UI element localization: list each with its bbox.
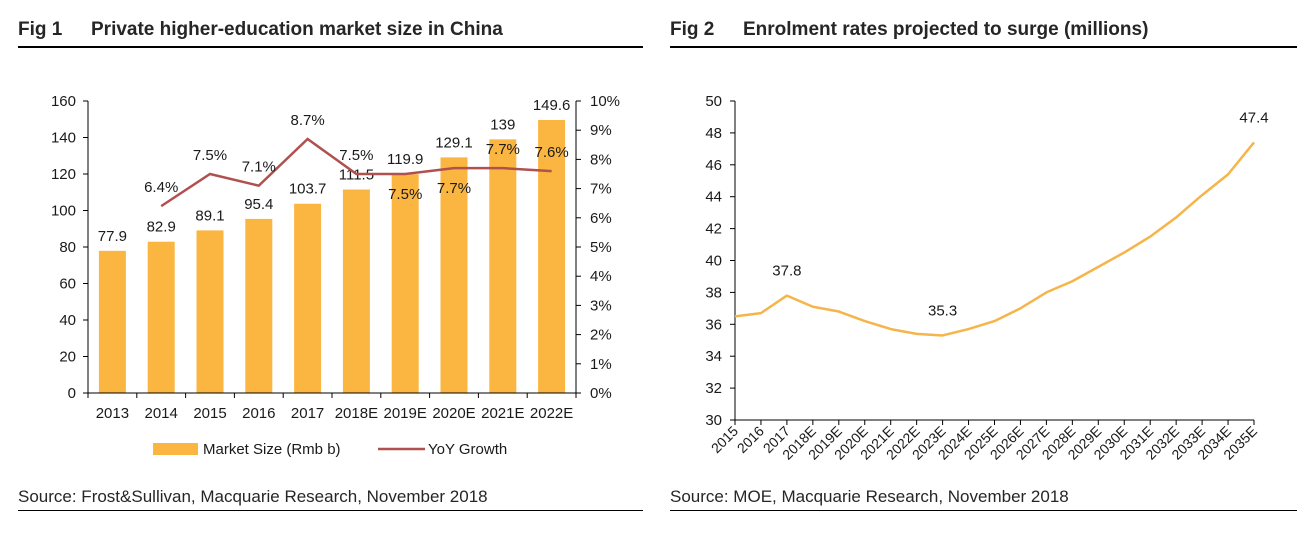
growth-data-label: 7.6% [534, 144, 568, 161]
right-tick-label: 0% [590, 385, 612, 402]
right-tick-label: 1% [590, 356, 612, 373]
right-tick-label: 10% [590, 93, 620, 110]
growth-data-label: 7.5% [388, 186, 422, 203]
legend-swatch-market-size [153, 443, 198, 455]
growth-data-label: 6.4% [144, 179, 178, 196]
x-tick-label: 2017 [291, 405, 324, 422]
bar-2014 [147, 241, 175, 393]
right-tick-label: 8% [590, 151, 612, 168]
left-tick-label: 120 [51, 166, 76, 183]
bar-data-label: 89.1 [195, 207, 224, 224]
yoy-growth-line [160, 137, 552, 208]
bar-data-label: 103.7 [289, 181, 327, 198]
bar-2021E [489, 139, 517, 393]
x-tick-label: 2022E [530, 405, 573, 422]
y-tick-label: 40 [705, 253, 722, 270]
x-tick-label: 2019E [384, 405, 427, 422]
enrolment-data-label: 47.4 [1239, 109, 1268, 126]
growth-data-label: 7.5% [193, 147, 227, 164]
x-tick-label: 2021E [481, 405, 524, 422]
y-tick-label: 38 [705, 284, 722, 301]
growth-data-label: 7.1% [242, 159, 276, 176]
y-tick-label: 46 [705, 157, 722, 174]
bar-data-label: 95.4 [244, 196, 273, 213]
fig2-source: Source: MOE, Macquarie Research, Novembe… [670, 487, 1069, 506]
left-tick-label: 160 [51, 93, 76, 110]
x-tick-label: 2016 [734, 423, 767, 456]
x-tick-label: 2015 [193, 405, 226, 422]
left-tick-label: 40 [59, 312, 76, 329]
right-tick-label: 7% [590, 181, 612, 198]
bar-data-label: 77.9 [98, 228, 127, 245]
y-tick-label: 44 [705, 189, 722, 206]
left-tick-label: 140 [51, 130, 76, 147]
bar-2017 [294, 203, 322, 393]
fig2-chart: 30323436384042444648502015201620172018E2… [705, 93, 1268, 463]
right-tick-label: 3% [590, 297, 612, 314]
fig2-title: Fig 2 Enrolment rates projected to surge … [670, 19, 1148, 41]
bar-data-label: 139 [490, 116, 515, 133]
bar-2013 [98, 250, 126, 393]
fig1-panel: Fig 1 Private higher-education market siz… [18, 19, 643, 511]
enrolment-data-label: 37.8 [772, 263, 801, 280]
bar-data-label: 119.9 [387, 151, 423, 168]
legend-label-yoy-growth: YoY Growth [428, 441, 507, 458]
right-tick-label: 9% [590, 122, 612, 139]
enrolment-line [734, 141, 1255, 337]
y-tick-label: 48 [705, 125, 722, 142]
fig2-title-text: Enrolment rates projected to surge (mill… [743, 19, 1149, 40]
fig2-source-rule [670, 510, 1297, 511]
fig2-panel: Fig 2 Enrolment rates projected to surge … [660, 0, 1315, 535]
right-tick-label: 2% [590, 327, 612, 344]
bar-2016 [245, 218, 273, 393]
growth-data-label: 7.7% [437, 180, 471, 197]
fig1-source-rule [18, 510, 643, 511]
y-tick-label: 42 [705, 221, 722, 238]
bar-data-label: 82.9 [147, 219, 176, 236]
growth-data-label: 8.7% [290, 112, 324, 129]
bar-2018E [342, 189, 370, 393]
enrolment-data-label: 35.3 [928, 302, 957, 319]
left-tick-label: 60 [59, 276, 76, 293]
left-tick-label: 0 [68, 385, 76, 402]
right-tick-label: 5% [590, 239, 612, 256]
fig1-source: Source: Frost&Sullivan, Macquarie Resear… [18, 487, 488, 506]
growth-data-label: 7.5% [339, 147, 373, 164]
y-tick-label: 36 [705, 316, 722, 333]
bar-data-label: 129.1 [435, 134, 473, 151]
right-tick-label: 4% [590, 268, 612, 285]
fig1-title-rule [18, 46, 643, 48]
bar-2019E [391, 174, 419, 393]
y-tick-label: 34 [705, 348, 722, 365]
x-tick-label: 2018E [335, 405, 378, 422]
left-tick-label: 80 [59, 239, 76, 256]
fig1-chart: 0 20 40 60 80 100 120 140 160 0% 1% 2% 3% 4% 5% 6% 7% 8% 9… [51, 93, 620, 458]
y-tick-label: 32 [705, 380, 722, 397]
fig2-number: Fig 2 [670, 19, 715, 40]
legend-label-market-size: Market Size (Rmb b) [203, 441, 341, 458]
fig1-number: Fig 1 [18, 19, 63, 40]
bar-2015 [196, 230, 224, 393]
y-tick-label: 50 [705, 93, 722, 110]
growth-data-label: 7.7% [486, 141, 520, 158]
fig1-title: Fig 1 Private higher-education market siz… [18, 19, 503, 41]
bar-2022E [538, 119, 566, 393]
right-tick-label: 6% [590, 210, 612, 227]
x-tick-label: 2020E [432, 405, 475, 422]
x-tick-label: 2014 [145, 405, 178, 422]
fig2-title-rule [670, 46, 1297, 48]
bar-2020E [440, 157, 468, 393]
left-tick-label: 100 [51, 203, 76, 220]
left-tick-label: 20 [59, 349, 76, 366]
bar-data-label: 149.6 [533, 97, 571, 114]
fig1-title-text: Private higher-education market size in … [91, 19, 503, 40]
x-tick-label: 2013 [96, 405, 129, 422]
y-tick-label: 30 [705, 412, 722, 429]
x-tick-label: 2016 [242, 405, 275, 422]
